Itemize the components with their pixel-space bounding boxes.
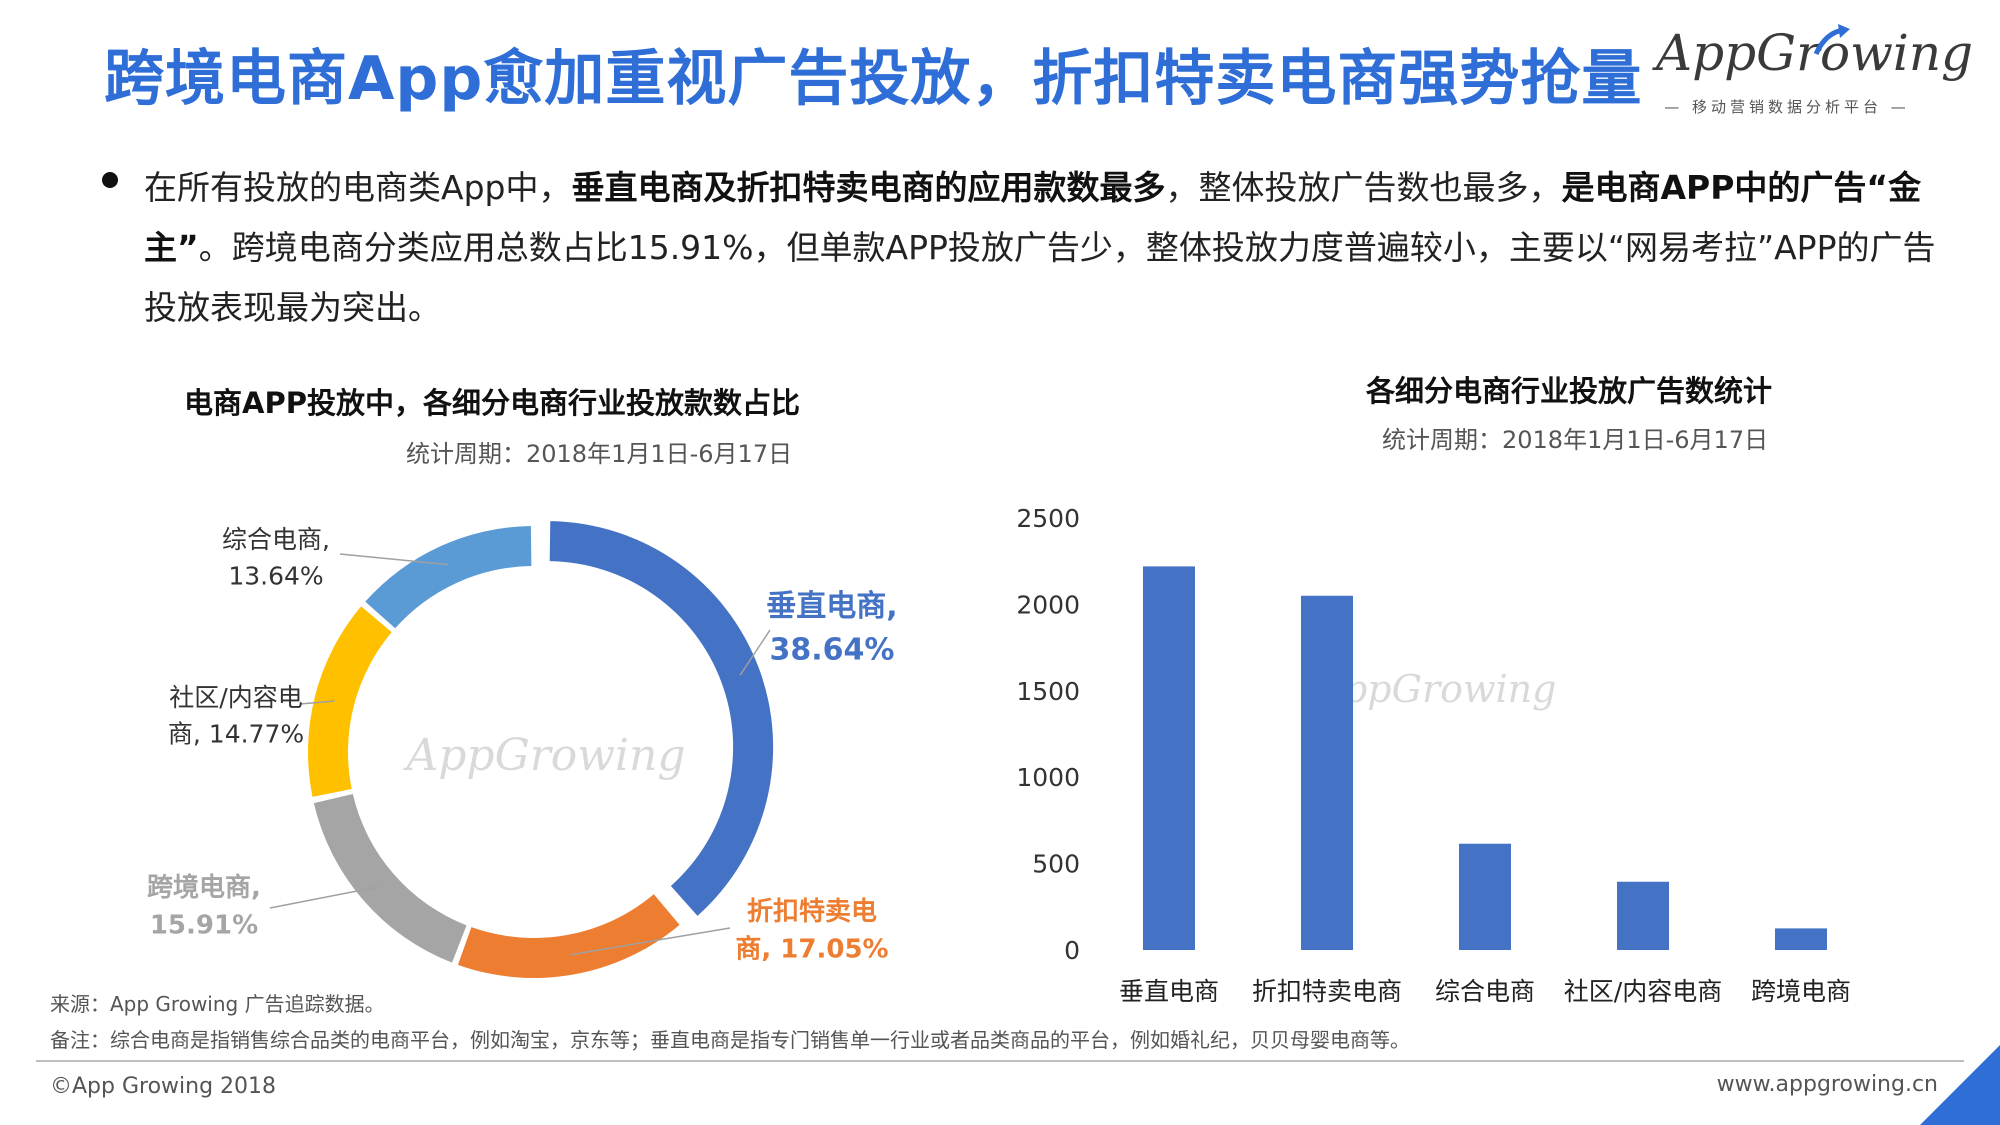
donut-chart: 垂直电商, 38.64% 折扣特卖电商, 17.05% 跨境电商, 15.91% 社区/内… — [147, 521, 898, 978]
donut-leader-line — [299, 700, 335, 705]
x-tick-label: 综合电商 — [1435, 977, 1535, 1006]
summary-part-3: 。跨境电商分类应用总数占比15.91%，但单款APP投放广告少，整体投放力度普遍… — [144, 228, 1936, 327]
donut-data-label: 13.64% — [228, 561, 323, 590]
bar — [1775, 928, 1827, 950]
logo-tagline: — 移动营销数据分析平台 — — [1664, 98, 1910, 116]
donut-leader-line — [739, 629, 771, 676]
donut-data-label: 商, 17.05% — [735, 934, 888, 965]
y-tick-label: 2500 — [1016, 504, 1080, 533]
donut-data-label: 商, 14.77% — [168, 719, 304, 748]
bar-chart-subtitle: 统计周期：2018年1月1日-6月17日 — [1382, 426, 1769, 454]
summary-bold-1: 垂直电商及折扣特卖电商的应用款数最多 — [571, 168, 1166, 207]
footer-divider — [36, 1060, 1964, 1062]
x-tick-label: 社区/内容电商 — [1564, 977, 1722, 1006]
donut-leader-line — [570, 927, 731, 956]
y-tick-label: 1000 — [1016, 763, 1080, 792]
donut-leader-line — [339, 553, 449, 566]
donut-chart-title: 电商APP投放中，各细分电商行业投放款数占比 — [184, 386, 800, 420]
x-tick-label: 垂直电商 — [1119, 977, 1219, 1006]
donut-chart-subtitle: 统计周期：2018年1月1日-6月17日 — [406, 440, 793, 468]
y-tick-label: 0 — [1064, 936, 1080, 965]
bullet-icon — [102, 172, 118, 188]
donut-data-label: 社区/内容电 — [169, 683, 302, 712]
source-note: 来源：App Growing 广告追踪数据。 — [50, 992, 385, 1016]
bar-watermark: AppGrowing — [1313, 667, 1557, 711]
bar-chart-title: 各细分电商行业投放广告数统计 — [1366, 374, 1773, 408]
donut-watermark: AppGrowing — [402, 730, 685, 781]
bar — [1143, 566, 1195, 950]
donut-leader-line — [269, 886, 379, 909]
donut-slice — [549, 521, 774, 916]
copyright-text: ©App Growing 2018 — [50, 1074, 277, 1099]
logo-arrow-icon — [1813, 24, 1850, 56]
y-tick-label: 2000 — [1016, 590, 1080, 619]
page-title: 跨境电商App愈加重视广告投放，折扣特卖电商强势抢量 — [104, 44, 1643, 114]
summary-text: 在所有投放的电商类App中，垂直电商及折扣特卖电商的应用款数最多，整体投放广告数… — [144, 158, 1944, 338]
remark-note: 备注：综合电商是指销售综合品类的电商平台，例如淘宝，京东等；垂直电商是指专门销售… — [50, 1028, 1410, 1052]
summary-part-1: 在所有投放的电商类App中， — [144, 168, 572, 207]
donut-data-label: 跨境电商, — [147, 872, 261, 903]
donut-data-label: 折扣特卖电 — [747, 896, 877, 927]
donut-slice — [307, 606, 392, 797]
x-tick-label: 折扣特卖电商 — [1252, 977, 1402, 1006]
donut-data-label: 垂直电商, — [766, 589, 897, 624]
bar-chart: AppGrowing 0 500 1000 1500 2000 2500 垂直电商 折扣特卖… — [1016, 504, 1851, 1006]
donut-slice — [313, 794, 467, 963]
donut-slice — [365, 526, 532, 629]
appgrowing-logo: AppGrowing — 移动营销数据分析平台 — — [1652, 24, 1973, 124]
donut-data-label: 综合电商, — [222, 525, 330, 554]
donut-slice — [457, 894, 680, 978]
summary-bold-2: 是电商APP中的广告“金主” — [144, 168, 1922, 267]
y-tick-label: 1500 — [1016, 677, 1080, 706]
corner-decoration-bottom-right — [1920, 1045, 2000, 1125]
donut-data-label: 38.64% — [770, 633, 895, 668]
y-tick-label: 500 — [1032, 850, 1080, 879]
bar — [1617, 881, 1669, 950]
summary-part-2: ，整体投放广告数也最多， — [1165, 168, 1562, 207]
website-link[interactable]: www.appgrowing.cn — [1716, 1072, 1938, 1097]
bar — [1459, 843, 1511, 950]
bar — [1301, 595, 1353, 950]
x-tick-label: 跨境电商 — [1751, 977, 1851, 1006]
donut-data-label: 15.91% — [150, 911, 258, 941]
